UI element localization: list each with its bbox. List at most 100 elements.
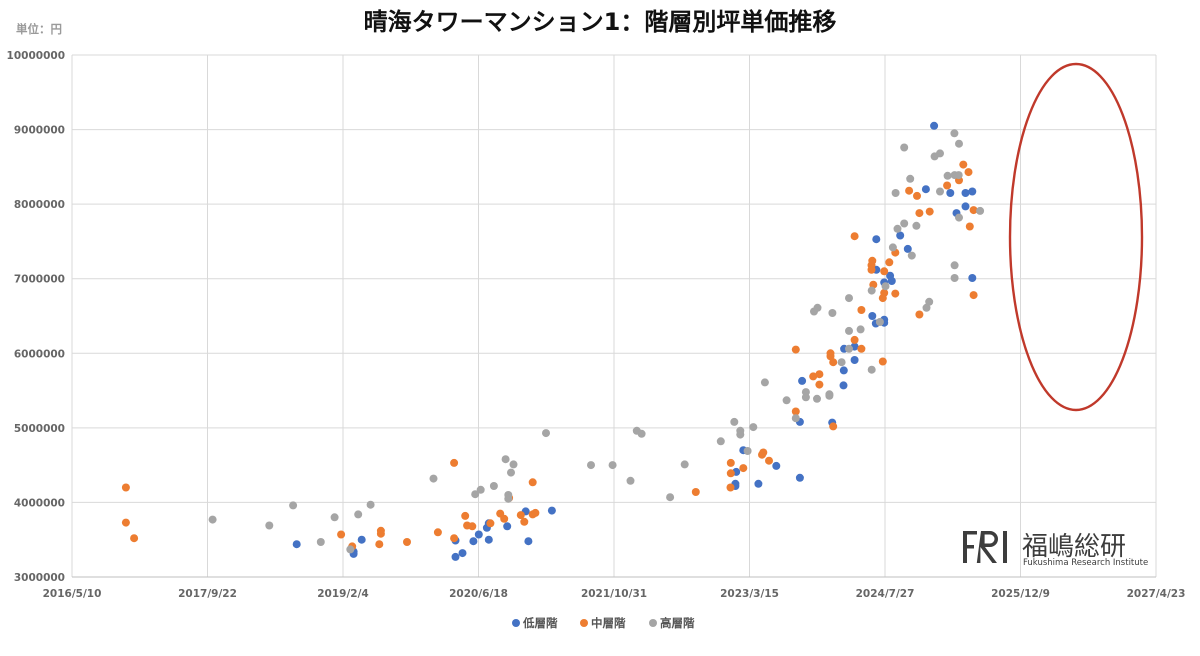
y-tick-label: 9000000 [14, 125, 65, 137]
scatter-point [868, 312, 877, 320]
scatter-point [403, 538, 411, 546]
scatter-point [375, 540, 384, 549]
scatter-point [503, 522, 512, 531]
x-tick-label: 2020/6/18 [449, 588, 508, 600]
scatter-point [782, 396, 791, 405]
scatter-point [765, 456, 773, 465]
scatter-point [961, 202, 970, 211]
y-tick-label: 8000000 [14, 199, 65, 211]
scatter-point [857, 344, 866, 353]
logo-mark-icon [963, 531, 1007, 563]
scatter-point [736, 430, 745, 439]
legend-item: 中層階 [580, 616, 626, 630]
logo-subtitle: Fukushima Research Institute [1023, 558, 1148, 568]
scatter-point [484, 535, 493, 544]
scatter-point [809, 372, 818, 381]
legend-label: 高層階 [660, 616, 695, 630]
scatter-point [936, 187, 944, 196]
scatter-point [739, 464, 748, 473]
scatter-point [507, 468, 515, 477]
scatter-point [346, 545, 355, 554]
scatter-point [943, 181, 952, 190]
scatter-point [795, 473, 804, 482]
legend-item: 低層階 [512, 616, 558, 630]
scatter-point [969, 291, 978, 300]
scatter-point [955, 139, 963, 148]
scatter-point [292, 540, 301, 549]
legend-marker [580, 619, 588, 627]
scatter-point [608, 461, 617, 470]
scatter-point [376, 529, 385, 538]
scatter-point [289, 501, 298, 510]
scatter-point [925, 297, 934, 306]
scatter-point [868, 256, 877, 265]
scatter-point [907, 251, 916, 260]
chart-title: 晴海タワーマンション1：階層別坪単価推移 [364, 8, 837, 36]
scatter-point [330, 513, 339, 522]
scatter-point [637, 429, 646, 438]
scatter-point [791, 407, 800, 416]
scatter-point [850, 232, 859, 241]
grid [71, 54, 1157, 578]
scatter-point [887, 277, 896, 285]
scatter-point [726, 483, 735, 492]
legend-marker [512, 619, 520, 627]
scatter-point [208, 515, 217, 524]
scatter-point [476, 485, 485, 494]
scatter-point [509, 460, 518, 469]
scatter-point [875, 318, 884, 326]
scatter-point [965, 222, 974, 231]
scatter-point [837, 358, 846, 367]
scatter-point [936, 149, 944, 158]
x-tick-label: 2024/7/27 [856, 588, 915, 600]
scatter-point [716, 437, 725, 446]
scatter-point [922, 303, 931, 312]
scatter-point [265, 521, 274, 530]
scatter-point [760, 378, 769, 387]
scatter-point [121, 518, 130, 527]
scatter-point [825, 390, 834, 399]
scatter-point [354, 510, 363, 519]
scatter-point [542, 429, 550, 438]
scatter-point [798, 376, 807, 385]
scatter-point [845, 326, 853, 335]
scatter-point [839, 381, 848, 390]
scatter-point [749, 423, 758, 432]
scatter-point [885, 258, 894, 267]
x-tick-label: 2025/12/9 [991, 588, 1050, 600]
scatter-point [531, 508, 540, 517]
x-tick-label: 2016/5/10 [43, 588, 102, 600]
scatter-point [893, 224, 902, 233]
x-axis: 2016/5/10 2017/9/22 2019/2/4 2020/6/18 2021/… [43, 588, 1186, 600]
scatter-point [906, 174, 915, 183]
scatter-point [468, 522, 477, 531]
scatter-point [946, 189, 955, 197]
scatter-point [813, 303, 822, 312]
y-tick-label: 7000000 [14, 274, 65, 286]
scatter-point [826, 349, 835, 358]
scatter-point [791, 414, 800, 423]
scatter-point [839, 366, 848, 375]
scatter-point [489, 482, 498, 490]
scatter-point [357, 535, 366, 544]
scatter-point [891, 189, 900, 197]
y-tick-label: 10000000 [7, 50, 65, 62]
scatter-point [915, 310, 924, 319]
scatter-point [829, 422, 838, 431]
scatter-point [626, 476, 635, 485]
scatter-point [955, 213, 963, 222]
scatter-point [872, 235, 881, 244]
scatter-point [976, 206, 985, 215]
y-tick-label: 5000000 [14, 423, 65, 435]
scatter-point [845, 294, 853, 303]
legend-item: 高層階 [649, 616, 695, 630]
scatter-point [912, 221, 921, 230]
plot-points [121, 121, 985, 561]
scatter-point [903, 244, 912, 253]
scatter-point [666, 493, 675, 502]
scatter-point [772, 461, 781, 470]
y-tick-label: 4000000 [14, 497, 65, 509]
legend-label: 中層階 [591, 616, 626, 630]
scatter-point [433, 528, 442, 537]
scatter-point [450, 534, 459, 543]
